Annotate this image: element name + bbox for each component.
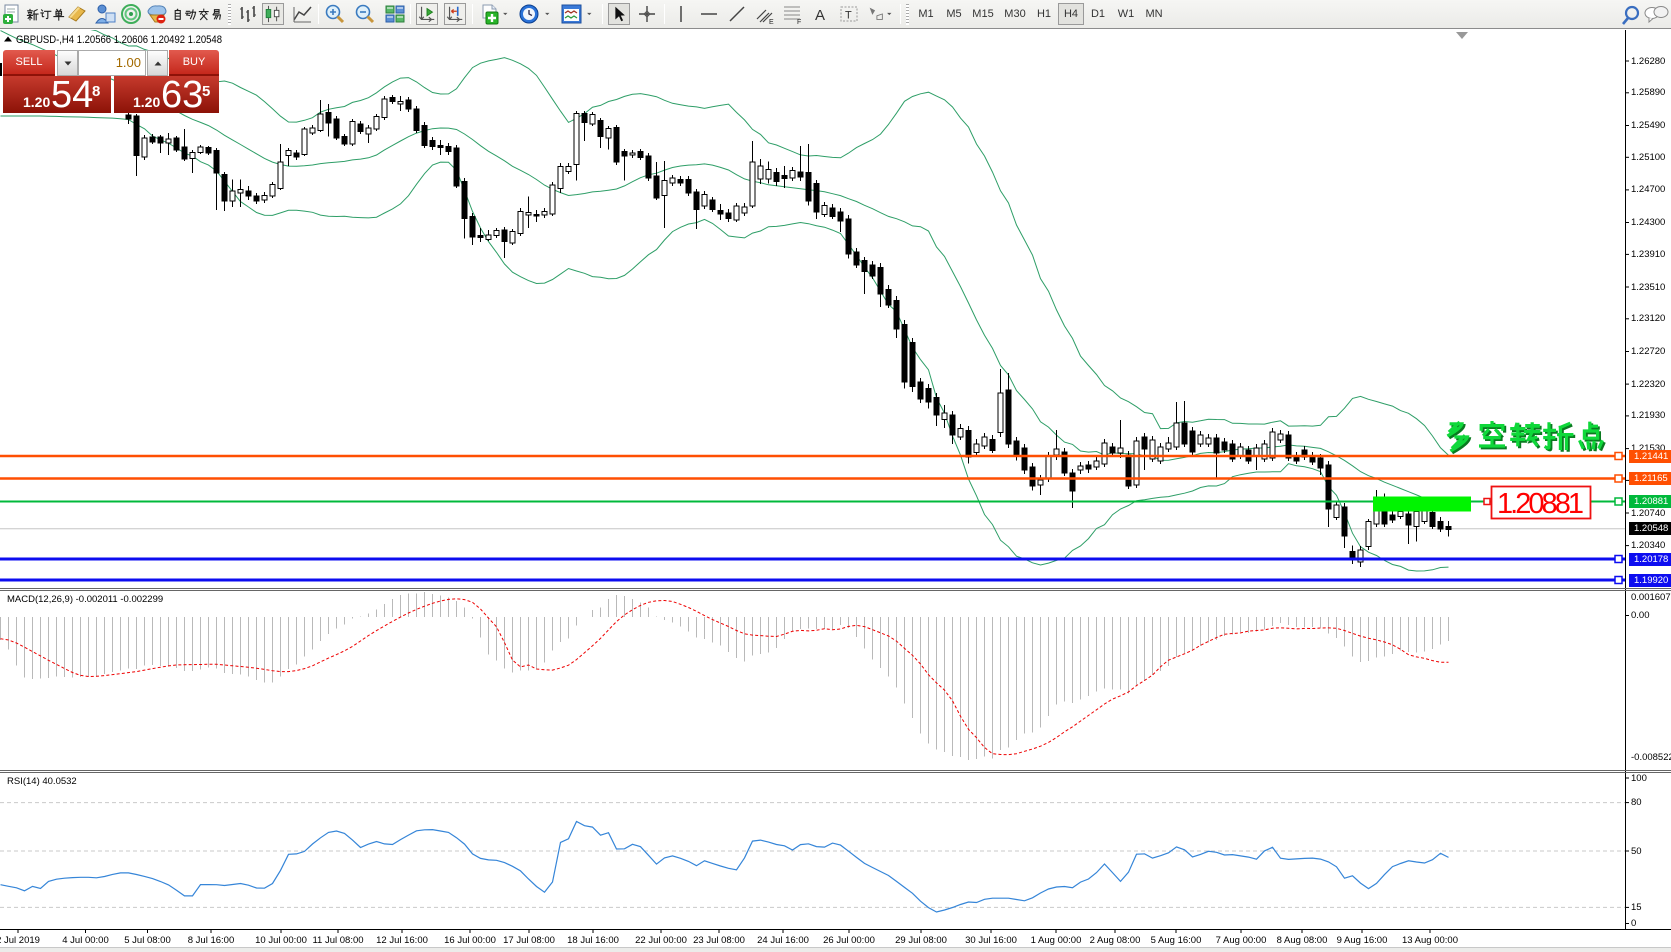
svg-text:A: A bbox=[815, 7, 825, 24]
svg-text:RSI(14) 40.0532: RSI(14) 40.0532 bbox=[7, 776, 77, 787]
svg-text:E: E bbox=[769, 19, 774, 25]
svg-text:T: T bbox=[845, 10, 852, 22]
svg-text:F: F bbox=[797, 19, 801, 25]
svg-text:MACD(12,26,9) -0.002011 -0.002: MACD(12,26,9) -0.002011 -0.002299 bbox=[7, 594, 163, 605]
svg-text:GBPUSD-,H4 1.20566 1.20606 1.: GBPUSD-,H4 1.20566 1.20606 1.20492 1.205… bbox=[16, 34, 222, 46]
svg-text:1.20881: 1.20881 bbox=[1497, 488, 1584, 520]
